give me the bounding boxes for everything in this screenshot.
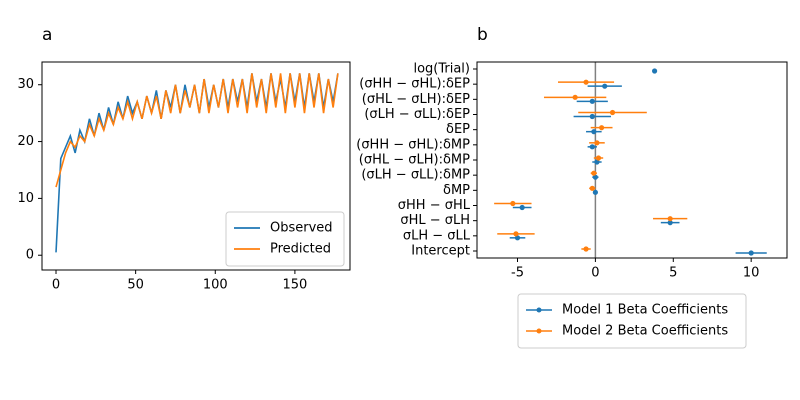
y-tick-label: (σHL − σLH):δMP bbox=[359, 153, 470, 168]
point bbox=[510, 200, 516, 207]
point bbox=[519, 204, 525, 211]
point bbox=[591, 129, 597, 135]
legend-marker bbox=[536, 328, 542, 334]
data-line bbox=[55, 73, 339, 188]
point bbox=[592, 174, 598, 180]
y-tick-label: (σHH − σHL):δMP bbox=[356, 137, 470, 152]
point bbox=[599, 125, 605, 131]
point bbox=[592, 189, 598, 195]
y-tick-label: σHH − σHL bbox=[398, 198, 471, 213]
y-tick-label: (σHL − σLH):δEP bbox=[362, 92, 470, 107]
point bbox=[609, 109, 616, 116]
x-tick-label: 5 bbox=[669, 266, 677, 281]
x-tick-label: 10 bbox=[743, 266, 760, 281]
point bbox=[583, 79, 589, 85]
y-tick-label: 10 bbox=[17, 191, 34, 206]
y-tick-label: 20 bbox=[17, 134, 34, 149]
x-tick-label: 150 bbox=[282, 278, 307, 293]
legend-box bbox=[517, 293, 747, 349]
point bbox=[667, 220, 673, 226]
point bbox=[513, 231, 519, 237]
legend-label: Predicted bbox=[270, 242, 331, 257]
y-tick-label: (σLH − σLL):δMP bbox=[361, 168, 470, 183]
legend-box bbox=[225, 211, 345, 267]
point bbox=[514, 235, 521, 241]
y-tick-label: 30 bbox=[17, 77, 34, 92]
legend-label: Observed bbox=[270, 221, 333, 236]
point bbox=[748, 250, 754, 256]
y-tick-label: log(Trial) bbox=[413, 62, 470, 77]
point bbox=[602, 83, 608, 89]
point bbox=[594, 159, 600, 165]
legend-label: Model 2 Beta Coefficients bbox=[562, 324, 728, 339]
x-tick-label: 0 bbox=[591, 266, 599, 281]
point bbox=[589, 98, 595, 104]
y-tick-label: δMP bbox=[443, 183, 470, 198]
y-tick-label: σLH − σLL bbox=[403, 228, 471, 243]
x-tick-label: -5 bbox=[511, 266, 524, 281]
y-tick-label: (σHH − σHL):δEP bbox=[359, 77, 470, 92]
plot-frame bbox=[476, 61, 788, 259]
x-tick-label: 50 bbox=[127, 278, 144, 293]
y-tick-label: 0 bbox=[26, 248, 34, 263]
point bbox=[667, 216, 673, 222]
point bbox=[572, 94, 578, 100]
y-tick-label: Intercept bbox=[411, 244, 470, 259]
plot-frame bbox=[41, 61, 351, 271]
point bbox=[583, 246, 589, 252]
point bbox=[589, 113, 595, 120]
panel-title: b bbox=[477, 25, 488, 45]
y-tick-label: σHL − σLH bbox=[400, 213, 470, 228]
legend-marker bbox=[536, 307, 542, 313]
panel-title: a bbox=[42, 25, 52, 45]
point bbox=[589, 144, 595, 150]
y-tick-label: (σLH − σLL):δEP bbox=[364, 107, 470, 122]
point bbox=[595, 155, 602, 161]
y-tick-label: δEP bbox=[446, 122, 470, 137]
legend-label: Model 1 Beta Coefficients bbox=[562, 303, 728, 318]
x-tick-label: 0 bbox=[52, 278, 60, 293]
point bbox=[589, 185, 595, 191]
x-tick-label: 100 bbox=[203, 278, 228, 293]
point bbox=[591, 170, 597, 176]
point bbox=[651, 68, 658, 74]
point bbox=[594, 140, 600, 146]
